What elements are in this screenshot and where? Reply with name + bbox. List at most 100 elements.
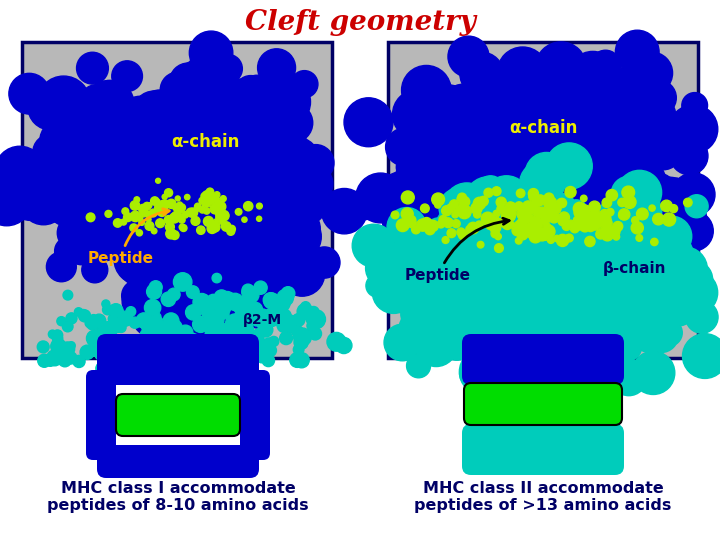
Circle shape xyxy=(606,263,633,289)
Circle shape xyxy=(272,212,321,261)
Circle shape xyxy=(263,308,281,326)
Circle shape xyxy=(427,85,471,129)
Circle shape xyxy=(546,226,586,266)
Circle shape xyxy=(589,130,616,157)
Circle shape xyxy=(131,234,184,287)
Circle shape xyxy=(549,192,594,237)
Circle shape xyxy=(458,206,471,219)
Circle shape xyxy=(446,294,485,333)
Circle shape xyxy=(194,208,248,262)
Circle shape xyxy=(84,153,110,179)
Circle shape xyxy=(446,296,490,340)
Circle shape xyxy=(529,201,538,210)
Circle shape xyxy=(157,170,189,201)
Circle shape xyxy=(86,330,103,347)
Circle shape xyxy=(552,76,583,107)
Circle shape xyxy=(534,63,571,99)
Circle shape xyxy=(60,342,75,356)
Circle shape xyxy=(42,178,86,223)
Circle shape xyxy=(444,218,453,228)
Circle shape xyxy=(61,222,99,261)
Circle shape xyxy=(523,170,562,208)
Circle shape xyxy=(109,303,123,318)
Circle shape xyxy=(124,345,138,359)
Circle shape xyxy=(133,122,186,174)
Circle shape xyxy=(489,216,500,227)
Circle shape xyxy=(174,87,218,132)
Circle shape xyxy=(65,352,77,364)
Circle shape xyxy=(219,141,248,170)
Circle shape xyxy=(161,72,196,107)
Circle shape xyxy=(623,195,636,208)
Circle shape xyxy=(627,248,663,285)
Circle shape xyxy=(557,205,588,237)
Circle shape xyxy=(606,208,614,216)
Circle shape xyxy=(461,260,489,288)
Circle shape xyxy=(252,153,287,187)
Circle shape xyxy=(53,330,63,340)
Circle shape xyxy=(138,195,178,235)
Circle shape xyxy=(538,268,560,291)
Circle shape xyxy=(89,226,122,261)
Circle shape xyxy=(294,353,309,368)
Circle shape xyxy=(567,227,603,262)
Circle shape xyxy=(276,198,307,228)
Circle shape xyxy=(487,287,510,310)
Circle shape xyxy=(290,353,305,367)
Circle shape xyxy=(626,70,661,104)
Circle shape xyxy=(396,219,409,232)
Circle shape xyxy=(503,115,544,156)
Circle shape xyxy=(145,211,151,217)
Circle shape xyxy=(554,182,592,219)
Circle shape xyxy=(510,156,541,187)
Circle shape xyxy=(526,325,553,352)
Circle shape xyxy=(446,99,482,134)
Circle shape xyxy=(158,209,165,215)
Circle shape xyxy=(537,231,545,239)
Circle shape xyxy=(503,211,544,252)
Circle shape xyxy=(502,219,513,230)
Circle shape xyxy=(130,161,156,187)
Circle shape xyxy=(553,234,605,286)
Circle shape xyxy=(539,200,567,230)
Circle shape xyxy=(55,237,82,265)
Circle shape xyxy=(674,193,701,220)
Circle shape xyxy=(508,222,515,228)
Circle shape xyxy=(492,274,529,311)
Circle shape xyxy=(250,335,266,352)
Circle shape xyxy=(520,161,564,206)
Circle shape xyxy=(611,228,620,237)
Circle shape xyxy=(244,120,298,175)
Circle shape xyxy=(560,111,591,141)
Circle shape xyxy=(290,184,321,214)
Circle shape xyxy=(536,218,567,248)
Circle shape xyxy=(649,205,655,211)
Circle shape xyxy=(483,222,513,252)
Circle shape xyxy=(562,220,569,227)
Circle shape xyxy=(484,221,510,248)
Circle shape xyxy=(107,167,145,205)
Circle shape xyxy=(460,52,503,96)
Circle shape xyxy=(412,225,420,234)
Circle shape xyxy=(580,242,603,265)
Circle shape xyxy=(540,173,569,201)
Circle shape xyxy=(608,156,639,187)
Circle shape xyxy=(523,201,534,213)
Circle shape xyxy=(292,314,305,326)
Circle shape xyxy=(523,223,567,266)
Circle shape xyxy=(220,194,263,237)
Circle shape xyxy=(218,292,236,309)
Circle shape xyxy=(202,192,209,198)
Circle shape xyxy=(37,341,49,353)
Circle shape xyxy=(130,317,140,328)
Circle shape xyxy=(297,145,334,181)
Circle shape xyxy=(675,261,713,298)
Circle shape xyxy=(613,166,638,191)
Circle shape xyxy=(542,310,575,343)
Circle shape xyxy=(108,330,117,338)
Circle shape xyxy=(518,140,559,180)
Circle shape xyxy=(672,173,715,216)
Circle shape xyxy=(228,131,261,165)
Circle shape xyxy=(277,318,292,333)
Circle shape xyxy=(191,96,225,130)
